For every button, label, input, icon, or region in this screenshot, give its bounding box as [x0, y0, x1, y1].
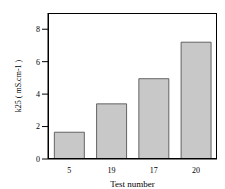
svg-text:19: 19 — [107, 166, 115, 175]
svg-text:6: 6 — [36, 58, 40, 67]
svg-text:2: 2 — [36, 122, 40, 131]
svg-text:17: 17 — [150, 166, 158, 175]
svg-text:20: 20 — [192, 166, 200, 175]
svg-text:8: 8 — [36, 25, 40, 34]
svg-text:0: 0 — [36, 155, 40, 164]
svg-text:Test number: Test number — [110, 179, 155, 189]
svg-text:4: 4 — [36, 90, 40, 99]
svg-text:k25 ( mS.cm-1 ): k25 ( mS.cm-1 ) — [14, 59, 23, 112]
svg-text:5: 5 — [67, 166, 71, 175]
